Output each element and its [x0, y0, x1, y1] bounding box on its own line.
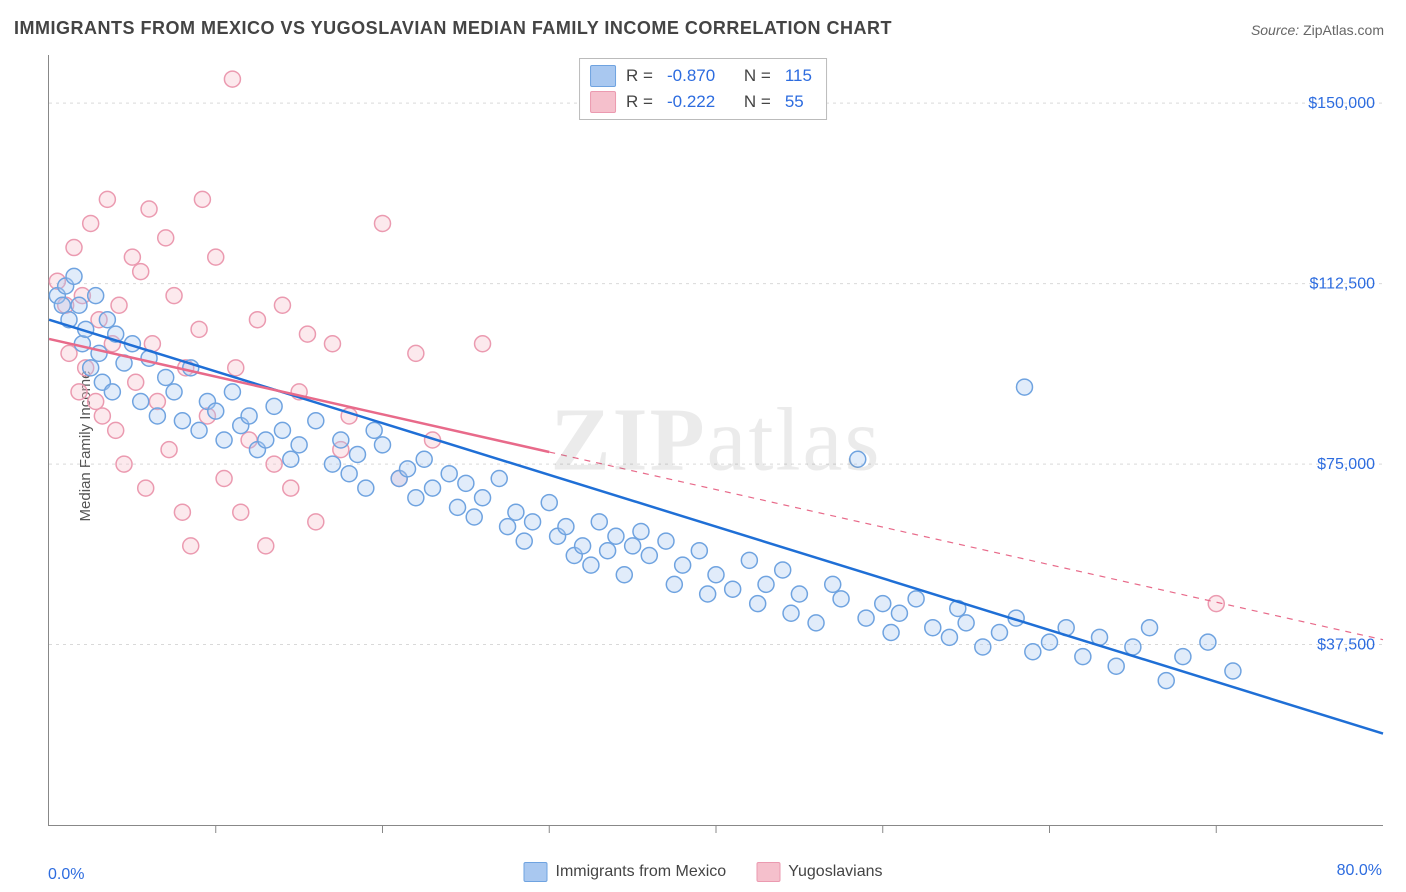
- source-value: ZipAtlas.com: [1303, 22, 1384, 38]
- r-label: R =: [626, 66, 653, 86]
- n-value-yugo: 55: [785, 92, 804, 112]
- stats-row-yugo: R = -0.222 N = 55: [590, 89, 816, 115]
- source-attribution: Source: ZipAtlas.com: [1251, 22, 1384, 38]
- bottom-legend: Immigrants from Mexico Yugoslavians: [524, 862, 883, 882]
- r-value-mexico: -0.870: [667, 66, 715, 86]
- gridlines: [49, 103, 1383, 644]
- n-label: N =: [744, 92, 771, 112]
- plot-area: $37,500$75,000$112,500$150,000 ZIPatlas: [48, 55, 1383, 826]
- plot-svg: $37,500 $75,000 $112,500 $150,000: [49, 55, 1383, 825]
- x-axis-min-label: 0.0%: [48, 866, 84, 884]
- legend-swatch-yugo: [756, 862, 780, 882]
- r-label: R =: [626, 92, 653, 112]
- r-value-yugo: -0.222: [667, 92, 715, 112]
- swatch-yugo: [590, 91, 616, 113]
- svg-text:$150,000: $150,000: [1308, 95, 1375, 112]
- legend-item-mexico: Immigrants from Mexico: [524, 862, 727, 882]
- swatch-mexico: [590, 65, 616, 87]
- trend-lines: [49, 320, 1383, 734]
- y-tick-labels: $37,500 $75,000 $112,500 $150,000: [1308, 95, 1375, 653]
- x-ticks: [216, 825, 1217, 833]
- stats-row-mexico: R = -0.870 N = 115: [590, 63, 816, 89]
- legend-swatch-mexico: [524, 862, 548, 882]
- svg-text:$75,000: $75,000: [1317, 456, 1375, 473]
- x-axis-max-label: 80.0%: [1337, 862, 1382, 880]
- svg-text:$37,500: $37,500: [1317, 637, 1375, 654]
- legend-item-yugo: Yugoslavians: [756, 862, 882, 882]
- source-label: Source:: [1251, 22, 1303, 38]
- legend-label-yugo: Yugoslavians: [788, 863, 882, 881]
- stats-legend-box: R = -0.870 N = 115 R = -0.222 N = 55: [579, 58, 827, 120]
- chart-title: IMMIGRANTS FROM MEXICO VS YUGOSLAVIAN ME…: [14, 18, 892, 39]
- legend-label-mexico: Immigrants from Mexico: [556, 863, 727, 881]
- n-value-mexico: 115: [785, 66, 812, 86]
- svg-text:$112,500: $112,500: [1309, 276, 1375, 293]
- n-label: N =: [744, 66, 771, 86]
